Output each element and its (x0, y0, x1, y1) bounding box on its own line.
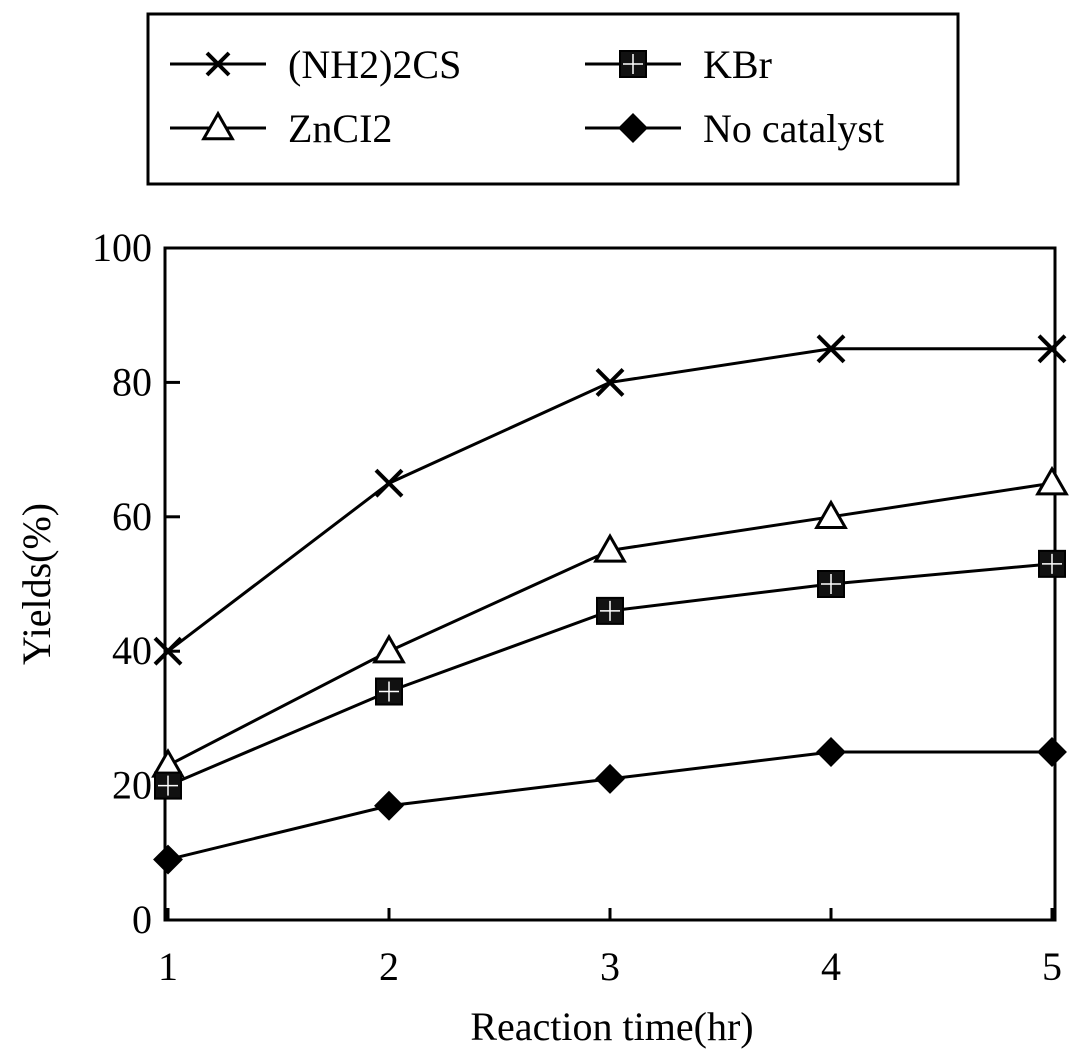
data-point-no-catalyst (153, 844, 183, 875)
data-point-kbr (375, 677, 403, 706)
legend-box (146, 12, 960, 186)
legend-marker (201, 110, 235, 141)
x-tick-label: 3 (600, 944, 620, 989)
y-tick-label: 100 (92, 225, 152, 270)
legend-item-znci2: ZnCI2 (170, 106, 392, 151)
x-axis-label: Reaction time(hr) (470, 1004, 753, 1049)
x-tick-label: 2 (379, 944, 399, 989)
y-tick-label: 60 (112, 494, 152, 539)
data-point-nh2-2cs (374, 468, 404, 498)
x-tick-label: 5 (1042, 944, 1062, 989)
legend-item-kbr: KBr (585, 42, 772, 87)
x-tick-label: 4 (821, 944, 841, 989)
legend-item-no-catalyst: No catalyst (585, 106, 884, 151)
x-tick-label: 1 (158, 944, 178, 989)
data-point-znci2 (814, 499, 848, 530)
y-tick-label: 80 (112, 359, 152, 404)
legend-label: No catalyst (703, 106, 884, 151)
data-point-no-catalyst (816, 737, 846, 767)
legend-marker (619, 50, 647, 78)
y-tick-label: 0 (132, 897, 152, 942)
data-point-znci2 (1035, 465, 1069, 496)
series-markers (151, 334, 1069, 875)
data-point-kbr (596, 596, 624, 625)
y-axis-label: Yields(%) (14, 503, 59, 665)
data-point-kbr (154, 771, 182, 800)
data-point-nh2-2cs (153, 636, 183, 666)
data-point-no-catalyst (595, 763, 625, 794)
legend: (NH2)2CS ZnCI2 KBr No catalyst (170, 42, 884, 151)
data-point-no-catalyst (374, 790, 404, 821)
legend-label: (NH2)2CS (288, 42, 461, 87)
data-point-kbr (1038, 549, 1066, 578)
legend-marker (618, 113, 648, 143)
data-point-znci2 (372, 633, 406, 664)
data-point-kbr (817, 570, 845, 598)
legend-item-nh2-2cs: (NH2)2CS (170, 42, 461, 87)
data-point-no-catalyst (1037, 737, 1067, 767)
legend-marker (205, 51, 231, 77)
data-point-nh2-2cs (595, 367, 625, 397)
legend-label: KBr (703, 42, 772, 87)
legend-label: ZnCI2 (288, 106, 392, 151)
data-point-znci2 (593, 533, 627, 563)
data-point-nh2-2cs (1037, 334, 1067, 364)
data-point-nh2-2cs (816, 334, 846, 364)
y-tick-label: 20 (112, 763, 152, 808)
y-tick-label: 40 (112, 628, 152, 673)
axis-ticks: 1 2 3 4 5 0 20 40 60 80 100 (92, 225, 1062, 989)
